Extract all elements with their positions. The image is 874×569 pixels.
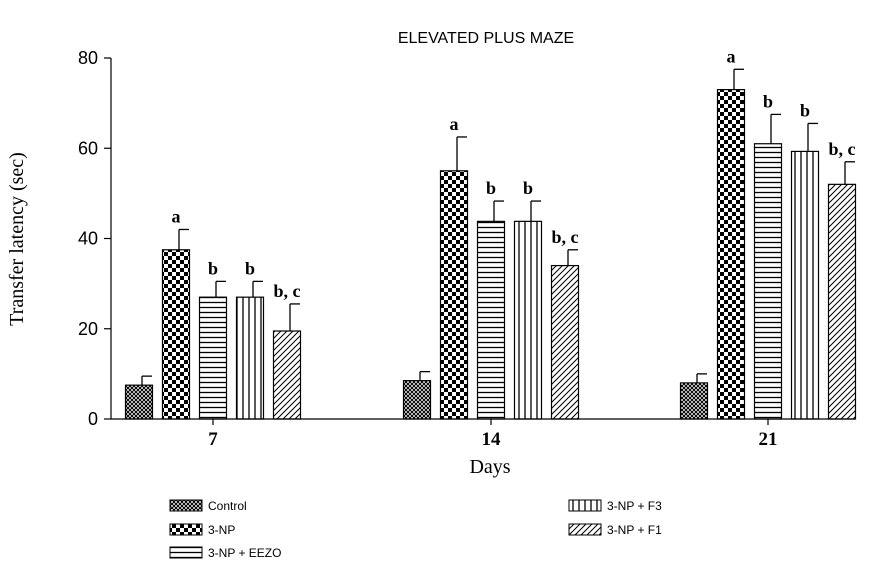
bar [402,380,432,420]
x-tick-label: 14 [482,429,502,450]
legend-label: 3-NP + F3 [607,499,662,513]
y-tick-label: 20 [78,319,98,339]
chart-title: ELEVATED PLUS MAZE [398,30,574,47]
significance-label: b [523,178,533,198]
significance-label: b [763,91,773,111]
significance-label: b [486,178,496,198]
significance-label: a [450,114,459,134]
bar [550,264,580,420]
significance-label: b [208,258,218,278]
legend-swatch [568,499,602,512]
x-axis: 7 14 21 [208,419,778,450]
bar [716,88,746,420]
legend-swatch [169,546,203,559]
bar [198,296,228,420]
bar [513,220,543,420]
legend-label: 3-NP + EEZO [208,546,281,560]
bar [272,330,302,420]
bar [439,170,469,420]
bar [679,382,709,420]
y-tick-label: 80 [78,48,98,68]
legend-swatch [169,499,203,512]
legend-label: 3-NP + F1 [607,523,662,537]
significance-label: b, c [829,139,856,159]
significance-label: a [172,206,181,226]
significance-label: a [727,46,736,66]
y-tick-label: 40 [78,229,98,249]
bar [753,143,783,420]
y-axis: 0 20 40 60 80 [78,48,111,429]
legend: Control 3-NP 3-NP + EEZO 3-NP + F3 3-NP + F1 [169,499,662,560]
bar [476,220,506,420]
legend-swatch [169,523,203,536]
bars: a a a b b b b b b b, c b, c b, c [124,46,857,420]
legend-swatch [568,523,602,536]
bar [827,183,857,420]
significance-label: b [245,258,255,278]
bar [235,296,265,420]
bar [124,384,154,420]
x-tick-label: 21 [759,429,778,450]
bar [790,150,820,420]
y-axis-label: Transfer latency (sec) [6,152,28,326]
significance-label: b, c [274,281,301,301]
y-tick-label: 60 [78,138,98,158]
y-tick-label: 0 [88,409,98,429]
x-tick-label: 7 [208,429,218,450]
bar [161,249,191,420]
significance-label: b, c [552,227,579,247]
significance-label: b [800,100,810,120]
legend-label: Control [208,499,247,513]
x-axis-label: Days [469,456,510,478]
legend-label: 3-NP [208,523,235,537]
